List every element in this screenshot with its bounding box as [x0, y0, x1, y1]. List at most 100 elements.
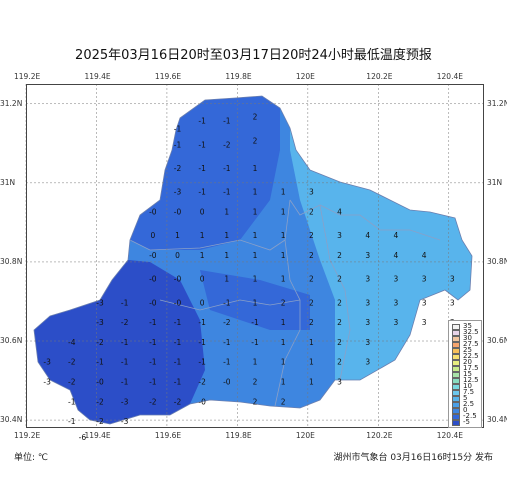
temperature-value: -2: [121, 318, 129, 327]
temperature-regions: [34, 96, 472, 424]
temperature-value: 4: [394, 251, 399, 260]
temperature-value: -1: [174, 140, 182, 149]
legend-label: 35: [463, 322, 472, 330]
legend-swatch: [452, 330, 460, 336]
temperature-value: 1: [281, 275, 286, 284]
temperature-value: 0: [150, 231, 155, 240]
temperature-value: -1: [198, 140, 206, 149]
unit-label: 单位: ℃: [14, 453, 49, 463]
temperature-value: 1: [309, 358, 314, 367]
temperature-value: 1: [253, 251, 258, 260]
temperature-value: 2: [281, 298, 286, 307]
temperature-value: 1: [281, 318, 286, 327]
lat-tick-left: 31N: [0, 177, 16, 187]
legend-swatch: [452, 402, 460, 408]
temperature-value: -1: [121, 338, 129, 347]
lon-tick-bottom: 119.2E: [14, 431, 41, 440]
lon-tick-bottom: 120.4E: [436, 431, 463, 440]
temperature-value: 1: [281, 358, 286, 367]
legend-label: 5: [463, 394, 468, 402]
lon-tick-top: 119.8E: [225, 72, 252, 81]
legend-label: 32.5: [463, 328, 479, 336]
legend-label: 27.5: [463, 340, 479, 348]
temperature-value: 0: [200, 298, 205, 307]
temperature-value: -2: [96, 397, 104, 406]
lon-tick-bottom: 119.6E: [154, 431, 182, 440]
temperature-value: -0: [149, 207, 157, 216]
temperature-value: -3: [121, 397, 129, 406]
legend-label: 30: [463, 334, 472, 342]
temperature-value: -2: [223, 318, 231, 327]
temperature-value: -1: [174, 318, 182, 327]
legend-swatch: [452, 372, 460, 378]
legend-swatch: [452, 378, 460, 384]
temperature-value: 1: [281, 207, 286, 216]
temperature-value: 1: [281, 338, 286, 347]
warm-zone: [290, 128, 472, 380]
lat-tick-left: 30.6N: [0, 336, 23, 345]
temperature-value: 2: [309, 318, 314, 327]
temperature-value: 1: [281, 231, 286, 240]
lat-tick-left: 31.2N: [0, 98, 23, 108]
legend-label: -2.5: [463, 412, 477, 420]
temperature-value: -3: [43, 378, 51, 387]
lon-tick-top: 119.6E: [154, 72, 182, 81]
temperature-value: -3: [96, 318, 104, 327]
north-cold-zone: [130, 96, 280, 250]
temperature-value: -1: [223, 188, 231, 197]
map-frame: [26, 84, 484, 428]
temperature-value: -0: [149, 251, 157, 260]
temperature-value: -1: [223, 117, 231, 126]
temperature-value: 3: [394, 318, 399, 327]
legend-label: 17.5: [463, 364, 479, 372]
temperature-value: 1: [224, 207, 229, 216]
legend-swatch: [452, 390, 460, 396]
temperature-value: -1: [198, 188, 206, 197]
lat-tick-right: 30.8N: [487, 256, 507, 266]
temperature-value: -2: [149, 397, 157, 406]
legend-swatch: [452, 360, 460, 366]
temperature-value: -1: [68, 397, 76, 406]
legend-label: 20: [463, 358, 472, 366]
legend-label: 25: [463, 346, 472, 354]
temperature-value: -6: [79, 433, 87, 442]
temperature-value: -0: [198, 397, 206, 406]
legend-swatch: [452, 396, 460, 402]
legend-label: 15: [463, 370, 472, 378]
temperature-value: -2: [198, 378, 206, 387]
temperature-value: 2: [253, 397, 258, 406]
legend-label: 10: [463, 382, 472, 390]
temperature-value: -2: [96, 417, 104, 426]
lon-tick-top: 120.4E: [436, 72, 463, 81]
temperature-value: -2: [68, 378, 76, 387]
temperature-value: 1: [281, 188, 286, 197]
temperature-value: 3: [450, 298, 455, 307]
temperature-value: 1: [281, 378, 286, 387]
temperature-value: 3: [422, 318, 427, 327]
temperature-value: 4: [394, 231, 399, 240]
temperature-value: -0: [174, 275, 182, 284]
temperature-value: -1: [223, 298, 231, 307]
temperature-value: 3: [365, 318, 370, 327]
temperature-value: 2: [309, 207, 314, 216]
temperature-value: -1: [223, 164, 231, 173]
lat-tick-right: 31N: [487, 177, 503, 187]
legend-swatch: [452, 414, 460, 420]
temperature-value: 1: [309, 338, 314, 347]
temperature-value: -1: [198, 338, 206, 347]
temperature-value: 3: [309, 188, 314, 197]
central-cold-zone: [200, 270, 310, 330]
temperature-value: -1: [149, 338, 157, 347]
lon-tick-bottom: 119.8E: [225, 431, 252, 440]
temperature-value: -1: [149, 378, 157, 387]
temperature-value: 1: [224, 275, 229, 284]
temperature-value: -1: [198, 117, 206, 126]
outer-boundary: [33, 95, 473, 425]
temperature-value: -0: [174, 207, 182, 216]
legend-swatch: [452, 366, 460, 372]
county-boundary: [319, 204, 351, 381]
temperature-value: -0: [149, 275, 157, 284]
temperature-value: 0: [200, 207, 205, 216]
temperature-value: 1: [253, 164, 258, 173]
temperature-value: 2: [253, 113, 258, 122]
